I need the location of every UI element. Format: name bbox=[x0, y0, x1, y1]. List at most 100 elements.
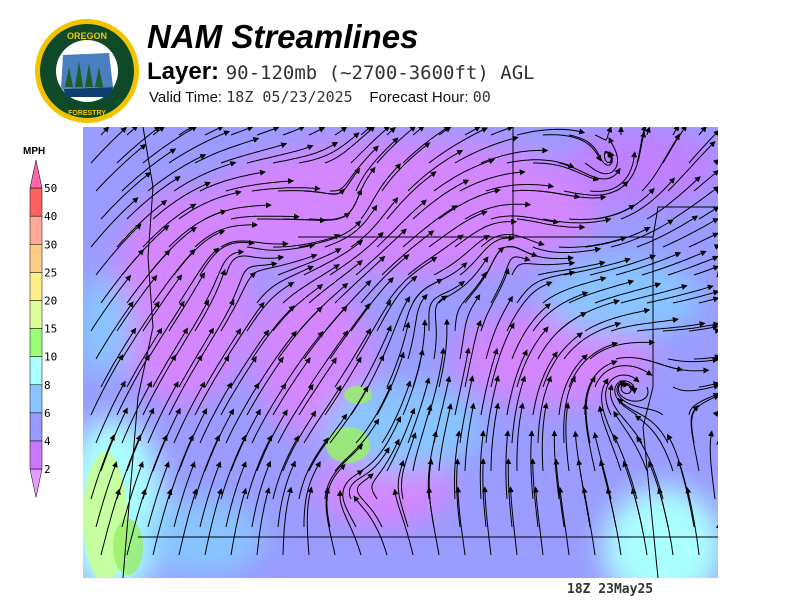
streamline bbox=[220, 434, 247, 500]
streamline bbox=[308, 127, 326, 136]
streamline bbox=[685, 487, 700, 556]
streamline bbox=[490, 127, 514, 136]
streamline bbox=[376, 275, 418, 332]
streamline bbox=[688, 324, 718, 332]
streamline bbox=[152, 488, 173, 556]
streamline bbox=[438, 256, 489, 304]
streamline bbox=[173, 381, 206, 444]
streamline bbox=[230, 487, 248, 556]
streamline bbox=[480, 233, 545, 248]
streamline bbox=[541, 402, 549, 472]
streamline bbox=[644, 127, 651, 136]
map-timestamp: 18Z 23May25 bbox=[567, 582, 654, 597]
streamline bbox=[204, 488, 223, 556]
streamline bbox=[563, 321, 622, 360]
streamline bbox=[142, 127, 198, 164]
streamline bbox=[386, 171, 437, 220]
streamline bbox=[630, 487, 648, 556]
streamline bbox=[584, 307, 651, 332]
streamline bbox=[407, 234, 464, 276]
streamline bbox=[506, 281, 553, 332]
streamline bbox=[303, 461, 321, 527]
streamline bbox=[126, 488, 147, 556]
legend-swatch bbox=[29, 440, 43, 470]
streamline bbox=[126, 176, 181, 220]
streamline bbox=[272, 357, 311, 416]
streamline bbox=[324, 127, 376, 164]
streamline bbox=[142, 203, 197, 248]
svg-text:OREGON: OREGON bbox=[67, 31, 107, 41]
streamline bbox=[178, 488, 198, 556]
streamline bbox=[553, 458, 565, 528]
streamline bbox=[306, 486, 314, 556]
legend-swatch bbox=[29, 412, 43, 442]
streamline bbox=[438, 188, 501, 220]
streamline bbox=[641, 133, 680, 192]
streamline bbox=[558, 299, 620, 332]
streamline bbox=[324, 279, 372, 332]
streamline bbox=[603, 150, 614, 164]
streamline bbox=[542, 134, 602, 162]
streamline bbox=[693, 265, 718, 276]
legend-tick: 2 bbox=[44, 463, 51, 476]
legend-tick: 20 bbox=[44, 295, 57, 308]
streamline bbox=[256, 127, 280, 136]
streamline bbox=[516, 128, 586, 136]
streamline bbox=[459, 375, 475, 444]
streamline bbox=[95, 380, 126, 444]
streamline bbox=[178, 127, 195, 136]
streamline bbox=[507, 486, 518, 556]
streamline bbox=[147, 300, 185, 360]
streamline bbox=[714, 328, 718, 334]
streamline bbox=[355, 137, 399, 192]
streamline bbox=[334, 127, 348, 136]
streamline bbox=[480, 458, 487, 528]
streamline bbox=[386, 256, 438, 304]
streamline bbox=[480, 348, 499, 416]
streamline bbox=[386, 127, 396, 136]
streamline bbox=[392, 488, 414, 556]
streamline bbox=[272, 284, 324, 332]
streamline bbox=[454, 458, 461, 528]
streamline bbox=[95, 143, 147, 192]
streamline bbox=[428, 210, 488, 248]
streamline bbox=[433, 158, 495, 192]
streamline bbox=[589, 254, 657, 276]
streamline bbox=[490, 215, 560, 225]
streamline bbox=[585, 376, 596, 444]
streamline bbox=[220, 355, 257, 416]
streamline bbox=[672, 127, 680, 136]
legend-tick: 40 bbox=[44, 210, 57, 223]
streamline bbox=[485, 182, 555, 192]
streamline bbox=[381, 230, 435, 276]
streamline bbox=[334, 328, 371, 388]
streamline bbox=[356, 473, 383, 528]
streamline bbox=[542, 217, 612, 224]
streamline bbox=[563, 257, 631, 276]
streamline bbox=[371, 438, 400, 500]
streamline bbox=[712, 158, 718, 166]
streamline bbox=[168, 434, 194, 500]
legend-tick: 6 bbox=[44, 407, 51, 420]
streamline bbox=[490, 402, 501, 471]
streamline bbox=[142, 434, 168, 500]
legend-tick: 8 bbox=[44, 379, 51, 392]
streamline bbox=[246, 282, 295, 332]
streamline bbox=[641, 250, 707, 276]
streamline bbox=[480, 147, 549, 164]
streamline bbox=[662, 127, 687, 164]
streamline bbox=[620, 284, 688, 304]
streamline bbox=[464, 402, 476, 472]
streamline bbox=[324, 487, 336, 556]
streamline bbox=[511, 260, 576, 276]
streamline bbox=[353, 495, 388, 556]
color-legend: MPH 50 40 30 25 20 15 10 8 6 4 2 bbox=[23, 146, 57, 498]
streamline bbox=[225, 461, 247, 528]
streamline bbox=[282, 486, 293, 556]
streamline bbox=[121, 301, 160, 360]
streamline bbox=[402, 278, 443, 332]
streamline bbox=[381, 380, 412, 444]
streamline bbox=[667, 357, 718, 364]
streamline bbox=[121, 148, 177, 192]
streamline bbox=[672, 186, 718, 220]
